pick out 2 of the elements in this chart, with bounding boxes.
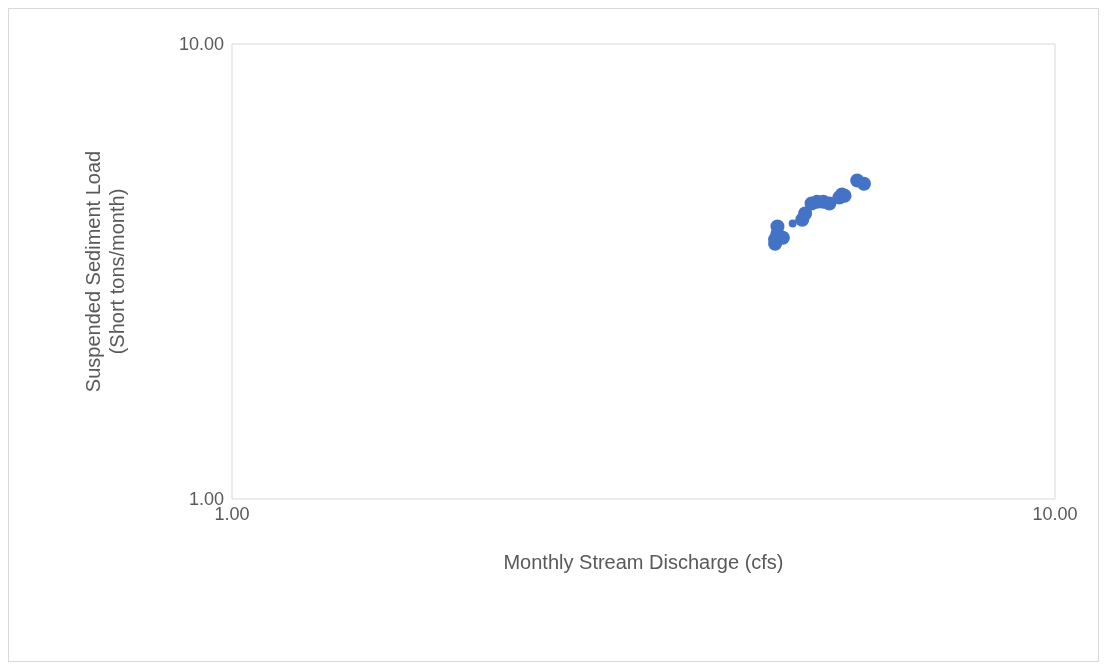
x-axis-title: Monthly Stream Discharge (cfs) xyxy=(503,551,784,573)
y-axis-title: Suspended Sediment Load (Short tons/month) xyxy=(82,150,128,393)
